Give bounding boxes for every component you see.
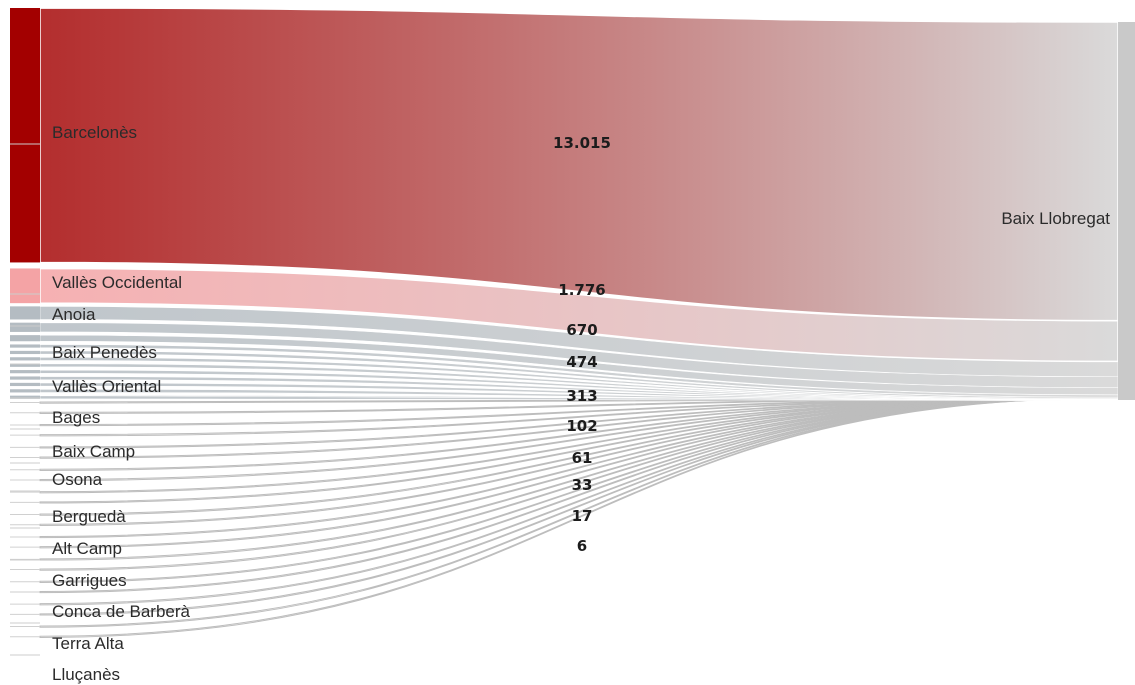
- source-label-baix-penedes: Baix Penedès: [52, 343, 157, 362]
- value-label-osona: 33: [572, 476, 593, 494]
- target-node-label: Baix Llobregat: [1001, 209, 1110, 228]
- source-node-bergueda: [10, 363, 40, 367]
- source-node-llucanes: [10, 395, 40, 399]
- value-label-alt-camp: 6: [577, 537, 587, 555]
- source-label-barcelones: Barcelonès: [52, 123, 137, 142]
- target-node: Baix Llobregat: [1001, 22, 1135, 400]
- source-label-baix-camp: Baix Camp: [52, 442, 135, 461]
- value-label-valles-occidental: 1.776: [558, 281, 605, 299]
- value-label-barcelones: 13.015: [553, 134, 611, 152]
- source-label-osona: Osona: [52, 470, 103, 489]
- source-label-garrigues: Garrigues: [52, 571, 127, 590]
- source-node-valles-oriental: [10, 335, 40, 342]
- value-label-bages: 102: [566, 417, 597, 435]
- target-node-bar: [1118, 22, 1135, 400]
- value-labels: 13.015 1.776 670 474 313 102 61 33 17 6: [553, 134, 611, 555]
- source-label-terra-alta: Terra Alta: [52, 634, 124, 653]
- value-label-anoia: 670: [566, 321, 597, 339]
- value-label-valles-oriental: 313: [566, 387, 597, 405]
- source-label-bages: Bages: [52, 408, 100, 427]
- source-label-bergueda: Berguedà: [52, 507, 126, 526]
- flow-link-alt-camp: [39, 369, 1119, 401]
- value-label-bergueda: 17: [572, 507, 593, 525]
- value-label-baix-camp: 61: [572, 449, 593, 467]
- source-node-baix-penedes: [10, 322, 40, 332]
- value-label-baix-penedes: 474: [566, 353, 597, 371]
- source-node-conca-de-barbera: [10, 382, 40, 387]
- source-node-alt-camp: [10, 370, 40, 374]
- source-label-valles-occidental: Vallès Occidental: [52, 273, 182, 292]
- source-label-anoia: Anoia: [52, 305, 96, 324]
- source-label-llucanes: Lluçanès: [52, 665, 120, 684]
- source-label-conca-de-barbera: Conca de Barberà: [52, 602, 191, 621]
- source-labels: Barcelonès Vallès Occidental Anoia Baix Pen…: [52, 123, 191, 684]
- source-node-baix-camp: [10, 350, 40, 355]
- source-nodes: [10, 8, 40, 656]
- source-label-valles-oriental: Vallès Oriental: [52, 377, 161, 396]
- source-label-alt-camp: Alt Camp: [52, 539, 122, 558]
- source-node-bages: [10, 344, 40, 348]
- source-node-barcelones: [10, 8, 40, 263]
- source-node-garrigues: [10, 376, 40, 380]
- source-node-osona: [10, 357, 40, 361]
- source-node-valles-occidental: [10, 268, 40, 304]
- source-node-terra-alta: [10, 389, 40, 393]
- source-node-anoia: [10, 306, 40, 320]
